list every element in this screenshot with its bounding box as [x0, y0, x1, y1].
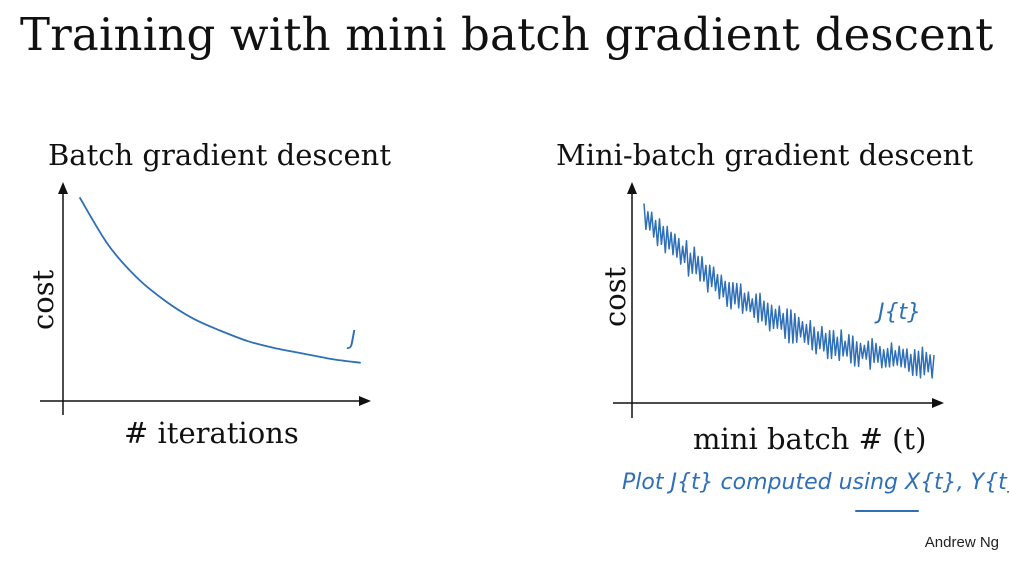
- right-chart-title: Mini-batch gradient descent: [556, 138, 973, 172]
- left-axes: [40, 182, 371, 415]
- left-chart-xlabel: # iterations: [124, 416, 299, 450]
- right-y-axis-arrow: [627, 182, 637, 194]
- left-y-axis-arrow: [58, 182, 68, 194]
- left-chart-title: Batch gradient descent: [48, 138, 392, 172]
- right-series-label: J{t}: [878, 300, 922, 325]
- slide-title: Training with mini batch gradient descen…: [20, 8, 994, 61]
- right-x-axis-arrow: [932, 398, 944, 408]
- handwritten-annotation: Plot J{t} computed using X{t}, Y{t}: [622, 470, 1009, 495]
- left-x-axis-arrow: [359, 396, 371, 406]
- right-axes: [613, 182, 944, 418]
- right-cost-curve: [643, 203, 935, 379]
- left-series-label: J: [350, 326, 356, 350]
- annotation-underline: [855, 510, 919, 512]
- author-credit: Andrew Ng: [924, 534, 999, 551]
- right-chart-xlabel: mini batch # (t): [693, 422, 927, 456]
- left-cost-curve: [79, 197, 361, 364]
